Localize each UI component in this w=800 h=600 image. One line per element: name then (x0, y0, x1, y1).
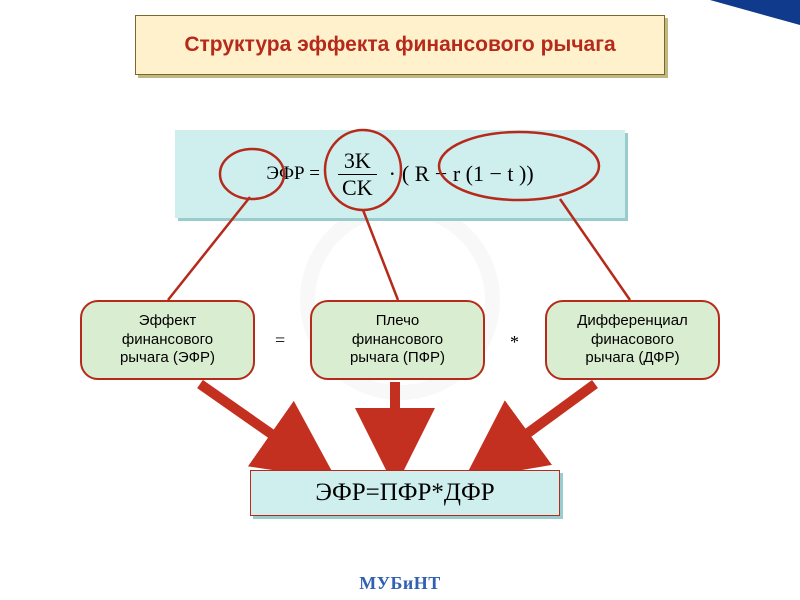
footer-logo: МУБиНТ (0, 573, 800, 594)
node-pfr-l2: финансового (352, 331, 443, 348)
corner-decoration (710, 0, 800, 25)
node-efr-l1: Эффект (139, 312, 196, 329)
node-dfr-l3: рычага (ДФР) (585, 349, 679, 366)
node-efr: Эффект финансового рычага (ЭФР) (80, 300, 255, 380)
node-dfr-l1: Дифференциал (577, 312, 688, 329)
fraction-denominator: CK (336, 175, 379, 201)
footer-text: МУБиНТ (359, 573, 440, 593)
node-pfr-l1: Плечо (376, 312, 420, 329)
node-dfr-l2: финасового (591, 331, 674, 348)
node-pfr: Плечо финансового рычага (ПФР) (310, 300, 485, 380)
op-equals: = (275, 330, 285, 351)
fraction-numerator: 3K (338, 148, 377, 175)
formula-fraction: 3K CK (336, 148, 379, 201)
result-box: ЭФР=ПФР*ДФР (250, 470, 560, 516)
node-pfr-l3: рычага (ПФР) (350, 349, 445, 366)
title-text: Структура эффекта финансового рычага (184, 32, 615, 57)
formula-box: ЭФР = 3K CK · ( R − r (1 − t )) (175, 130, 625, 218)
formula-lhs: ЭФР = (266, 163, 320, 185)
node-efr-l2: финансового (122, 331, 213, 348)
node-efr-l3: рычага (ЭФР) (120, 349, 215, 366)
page-title: Структура эффекта финансового рычага (135, 15, 665, 75)
formula-dot: · (389, 161, 396, 187)
node-dfr: Дифференциал финасового рычага (ДФР) (545, 300, 720, 380)
formula-paren: ( R − r (1 − t )) (402, 161, 534, 187)
op-multiply: * (510, 332, 519, 353)
result-text: ЭФР=ПФР*ДФР (315, 479, 494, 507)
